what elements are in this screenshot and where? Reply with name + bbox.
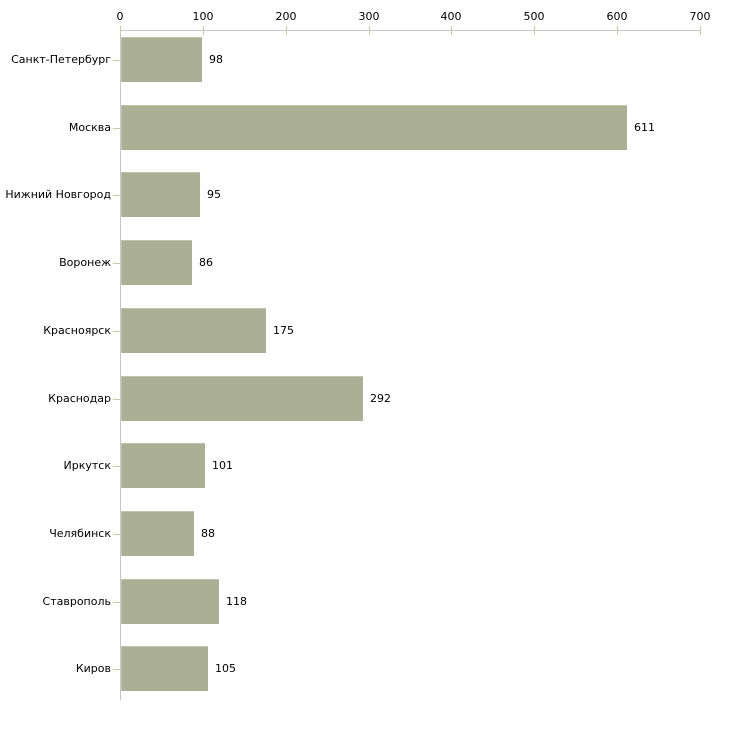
bar: [121, 105, 627, 150]
bar: [121, 240, 192, 285]
bar: [121, 376, 363, 421]
category-tick-mark: [113, 263, 120, 264]
category-tick-mark: [113, 534, 120, 535]
x-tick-label: 200: [275, 10, 297, 23]
bar: [121, 646, 208, 691]
category-label: Воронеж: [59, 256, 111, 269]
bar: [121, 443, 205, 488]
x-tick-label: 100: [192, 10, 214, 23]
x-tick-mark: [617, 26, 618, 35]
category-label: Москва: [68, 121, 111, 134]
bar: [121, 579, 219, 624]
bar: [121, 172, 200, 217]
category-label: Ставрополь: [42, 595, 111, 608]
category-label: Иркутск: [63, 459, 111, 472]
category-tick-mark: [113, 602, 120, 603]
value-label: 175: [273, 324, 294, 337]
x-tick-mark: [286, 26, 287, 35]
x-tick-label: 0: [116, 10, 124, 23]
category-tick-mark: [113, 60, 120, 61]
value-label: 292: [370, 392, 391, 405]
x-tick-mark: [203, 26, 204, 35]
category-tick-mark: [113, 195, 120, 196]
x-tick-label: 400: [440, 10, 462, 23]
x-axis-line: [120, 30, 701, 31]
value-label: 118: [226, 595, 247, 608]
category-tick-mark: [113, 399, 120, 400]
category-label: Киров: [75, 662, 111, 675]
category-label: Челябинск: [49, 527, 111, 540]
x-tick-label: 600: [606, 10, 628, 23]
value-label: 105: [215, 662, 236, 675]
x-tick-mark: [700, 26, 701, 35]
category-label: Красноярск: [43, 324, 111, 337]
category-tick-mark: [113, 331, 120, 332]
x-tick-mark: [369, 26, 370, 35]
value-label: 98: [209, 53, 223, 66]
value-label: 101: [212, 459, 233, 472]
category-tick-mark: [113, 669, 120, 670]
value-label: 88: [201, 527, 215, 540]
category-tick-mark: [113, 128, 120, 129]
y-axis-line: [120, 30, 121, 700]
category-label: Санкт-Петербург: [11, 53, 111, 66]
x-tick-label: 700: [689, 10, 711, 23]
value-label: 86: [199, 256, 213, 269]
x-tick-mark: [120, 26, 121, 35]
bar: [121, 511, 194, 556]
value-label: 611: [634, 121, 655, 134]
bar: [121, 308, 266, 353]
bar: [121, 37, 202, 82]
category-tick-mark: [113, 466, 120, 467]
x-tick-mark: [534, 26, 535, 35]
x-tick-label: 500: [523, 10, 545, 23]
x-tick-label: 300: [358, 10, 380, 23]
category-label: Нижний Новгород: [5, 188, 111, 201]
x-tick-mark: [451, 26, 452, 35]
value-label: 95: [207, 188, 221, 201]
category-label: Краснодар: [48, 392, 111, 405]
